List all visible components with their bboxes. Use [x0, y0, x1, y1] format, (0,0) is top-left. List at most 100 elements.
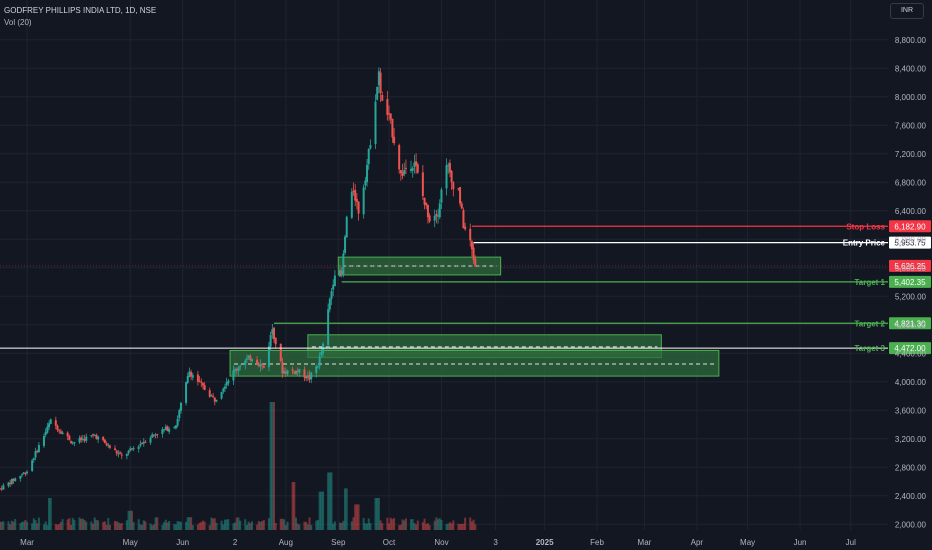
- candle-body: [416, 164, 419, 173]
- volume-bar: [355, 504, 358, 530]
- volume-bar: [256, 524, 259, 530]
- volume-bar: [298, 524, 301, 530]
- candle-body: [161, 429, 164, 434]
- price-axis[interactable]: 2,000.00 2,400.00 2,800.00 3,200.00 3,600.00…: [895, 36, 927, 529]
- candle-body: [389, 113, 392, 120]
- volume-bar: [232, 523, 235, 530]
- volume-bar: [119, 523, 122, 530]
- candle-body: [26, 471, 29, 474]
- volume-bar: [190, 517, 193, 530]
- candle-body: [404, 167, 407, 169]
- y-tick-label: 2,000.00: [895, 520, 927, 529]
- candle-body: [293, 371, 296, 374]
- candle-body: [413, 162, 416, 167]
- level-name: Target 2: [854, 319, 885, 328]
- level-name: Target 1: [854, 278, 885, 287]
- volume-bar: [404, 518, 407, 530]
- candle-body: [234, 368, 237, 372]
- volume-bar: [201, 520, 204, 530]
- candle-body: [132, 448, 135, 450]
- candle-body: [283, 370, 286, 374]
- volume-bar: [367, 518, 370, 530]
- volume-bar: [249, 523, 252, 530]
- candle-body: [156, 433, 159, 435]
- volume-bar: [36, 523, 39, 530]
- volume-bar: [152, 524, 155, 530]
- volume-bar: [70, 524, 73, 530]
- candle-body: [261, 363, 264, 366]
- candle-body: [208, 390, 211, 397]
- volume-bar: [296, 523, 299, 530]
- time-axis[interactable]: Mar May Jun 2 Aug Sep Oct Nov 3 2025 Feb Mar Apr May J…: [20, 538, 856, 547]
- candle-body: [344, 236, 347, 253]
- x-tick-label: Mar: [638, 538, 652, 547]
- volume-bar: [244, 519, 247, 530]
- volume-bar: [460, 523, 463, 530]
- y-tick-label: 7,200.00: [895, 150, 927, 159]
- price-levels: 5,626.25 Stop Loss 6,182.90 Entry Price 5,95…: [0, 220, 931, 355]
- candle-body: [48, 423, 51, 428]
- volume-bar: [438, 518, 441, 530]
- volume-bar: [235, 517, 238, 530]
- volume-bar: [411, 519, 414, 530]
- candle-body: [310, 372, 313, 380]
- volume-indicator-label[interactable]: Vol (20): [4, 18, 32, 27]
- volume-bar: [34, 520, 37, 530]
- candle-body: [92, 434, 95, 436]
- volume-bar: [212, 518, 215, 530]
- volume-bar: [42, 524, 45, 530]
- candle-body: [357, 201, 360, 214]
- volume-bar: [388, 523, 391, 530]
- candle-body: [14, 478, 17, 482]
- volume-bar: [259, 521, 262, 530]
- candle-body: [19, 475, 22, 479]
- candle-body: [34, 451, 37, 458]
- candle-body: [212, 395, 215, 397]
- candle-body: [354, 190, 357, 201]
- volume-bar: [208, 525, 211, 530]
- level-value-label: 5,402.35: [894, 278, 926, 287]
- candle-body: [386, 99, 389, 115]
- candle-body: [46, 426, 49, 433]
- volume-bar: [303, 521, 306, 530]
- volume-bar: [144, 521, 147, 530]
- candle-body: [213, 397, 216, 402]
- volume-bar: [452, 520, 455, 530]
- symbol-title[interactable]: GODFREY PHILLIPS INDIA LTD, 1D, NSE: [4, 6, 157, 15]
- volume-bar: [107, 517, 110, 530]
- volume-bar: [374, 498, 377, 530]
- last-price-badge: [889, 259, 931, 272]
- x-tick-label: Nov: [434, 538, 448, 547]
- volume-bar: [340, 522, 343, 530]
- volume-bar: [46, 525, 49, 530]
- volume-bar: [139, 524, 142, 530]
- candle-body: [308, 374, 311, 380]
- candle-body: [472, 247, 475, 260]
- candle-body: [54, 420, 57, 426]
- volume-bar: [164, 519, 167, 530]
- candle-body: [58, 430, 61, 432]
- volume-bar: [322, 491, 325, 530]
- volume-bar: [364, 523, 367, 530]
- candle-body: [237, 367, 240, 372]
- currency-button[interactable]: INR: [890, 3, 924, 19]
- volume-bar: [81, 518, 84, 530]
- x-tick-label: May: [123, 538, 138, 547]
- volume-bar: [185, 521, 188, 530]
- volume-bar: [435, 517, 438, 530]
- volume-bar: [234, 522, 237, 530]
- candle-body: [174, 425, 177, 429]
- volume-bar: [357, 504, 360, 530]
- candle-body: [61, 432, 64, 435]
- candle-body: [245, 358, 248, 360]
- candle-body: [279, 343, 282, 362]
- candle-body: [328, 298, 331, 310]
- candle-body: [464, 226, 467, 230]
- candle-body: [7, 482, 10, 486]
- volume-bar: [251, 521, 254, 530]
- candle-body: [108, 445, 111, 448]
- volume-bar: [179, 521, 182, 530]
- candle-body: [445, 165, 448, 189]
- level-badge: [889, 317, 931, 330]
